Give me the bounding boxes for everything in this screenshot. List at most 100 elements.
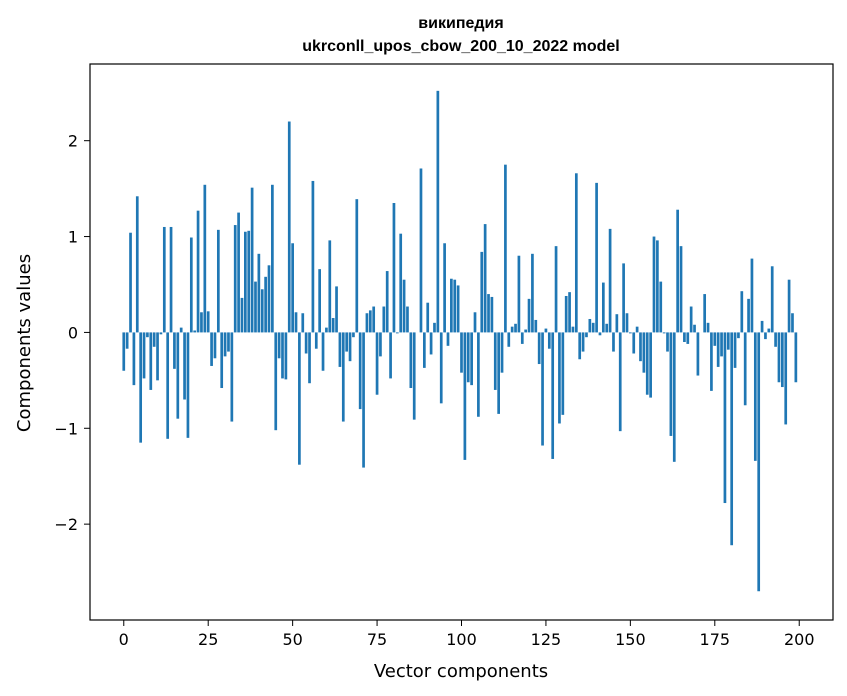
y-tick-label: −2: [54, 515, 78, 534]
bar-47: [281, 332, 284, 379]
bar-88: [419, 168, 423, 333]
bar-150: [629, 332, 632, 334]
bar-159: [659, 281, 663, 333]
bar-153: [639, 332, 642, 362]
bar-167: [686, 332, 690, 344]
bar-122: [534, 319, 538, 333]
x-tick-label: 150: [615, 630, 646, 649]
bar-154: [642, 332, 646, 373]
bar-76: [379, 332, 382, 357]
bar-129: [558, 332, 561, 424]
bar-17: [179, 327, 183, 333]
x-tick-label: 200: [784, 630, 815, 649]
x-tick-label: 0: [119, 630, 129, 649]
bar-12: [162, 226, 166, 333]
y-axis-label: Components values: [14, 254, 35, 432]
bar-149: [625, 313, 629, 333]
bar-68: [352, 332, 355, 338]
bar-63: [335, 286, 338, 333]
x-tick-label: 25: [198, 630, 218, 649]
bar-110: [493, 332, 497, 390]
bar-25: [206, 311, 210, 333]
bar-27: [213, 332, 217, 359]
bar-89: [423, 332, 426, 368]
bar-170: [696, 332, 700, 376]
bar-158: [656, 240, 659, 333]
y-tick-label: 2: [68, 132, 78, 151]
bar-120: [527, 298, 531, 333]
bar-185: [747, 298, 750, 333]
x-tick-label: 125: [531, 630, 562, 649]
bar-117: [517, 255, 521, 333]
bar-30: [223, 332, 227, 357]
bar-94: [439, 332, 443, 404]
bar-128: [554, 246, 558, 333]
bar-16: [176, 332, 180, 419]
bar-6: [142, 332, 146, 379]
bar-62: [331, 318, 335, 333]
bar-52: [298, 332, 301, 465]
bar-196: [784, 332, 788, 425]
bar-48: [284, 332, 288, 380]
bar-77: [382, 306, 386, 333]
bar-58: [318, 269, 321, 333]
bar-193: [774, 332, 777, 347]
bar-22: [196, 210, 200, 333]
bar-28: [216, 229, 220, 333]
plot-frame: [89, 63, 834, 621]
bar-198: [791, 313, 794, 333]
bar-92: [433, 322, 436, 333]
bar-2: [129, 232, 132, 333]
bar-162: [669, 332, 673, 436]
bar-32: [230, 332, 234, 422]
bar-7: [146, 332, 149, 338]
bar-137: [585, 332, 588, 338]
bar-166: [683, 332, 686, 342]
bar-148: [622, 263, 625, 333]
y-tick-label: −1: [54, 419, 78, 438]
x-axis-label: Vector components: [374, 661, 548, 682]
bar-66: [345, 332, 349, 352]
bar-172: [703, 294, 707, 333]
bar-189: [760, 320, 764, 333]
bar-86: [412, 332, 416, 420]
bar-80: [392, 203, 396, 333]
chart-title-line-2: ukrconll_upos_cbow_200_10_2022 model: [302, 38, 619, 55]
y-axis-ticks: −2 −1 0 1 2: [54, 132, 90, 534]
bar-34: [237, 212, 240, 333]
bar-116: [514, 323, 517, 333]
bar-130: [561, 332, 565, 415]
bar-191: [767, 328, 771, 333]
bar-3: [132, 332, 136, 386]
bar-53: [301, 313, 305, 333]
bar-82: [399, 233, 403, 333]
bar-178: [723, 332, 727, 504]
bar-21: [193, 330, 197, 333]
bar-99: [456, 285, 460, 333]
bar-108: [487, 294, 490, 333]
bar-40: [257, 253, 261, 333]
bar-197: [787, 279, 791, 333]
bar-194: [777, 332, 781, 383]
bar-38: [250, 187, 254, 333]
bar-126: [547, 332, 551, 349]
bar-59: [321, 332, 325, 371]
bar-54: [304, 332, 308, 354]
bar-127: [551, 332, 555, 459]
bar-15: [173, 332, 176, 369]
bars-group: [122, 90, 798, 592]
bar-93: [436, 90, 440, 333]
bar-70: [358, 332, 362, 410]
bar-46: [277, 332, 281, 359]
bar-0: [122, 332, 126, 371]
bar-103: [470, 332, 473, 386]
bar-152: [635, 326, 639, 333]
bar-57: [314, 332, 318, 349]
bar-124: [541, 332, 544, 446]
bar-173: [706, 322, 710, 333]
y-tick-label: 0: [68, 323, 78, 342]
bar-183: [740, 291, 744, 333]
bar-10: [156, 332, 159, 381]
bar-157: [652, 236, 656, 333]
